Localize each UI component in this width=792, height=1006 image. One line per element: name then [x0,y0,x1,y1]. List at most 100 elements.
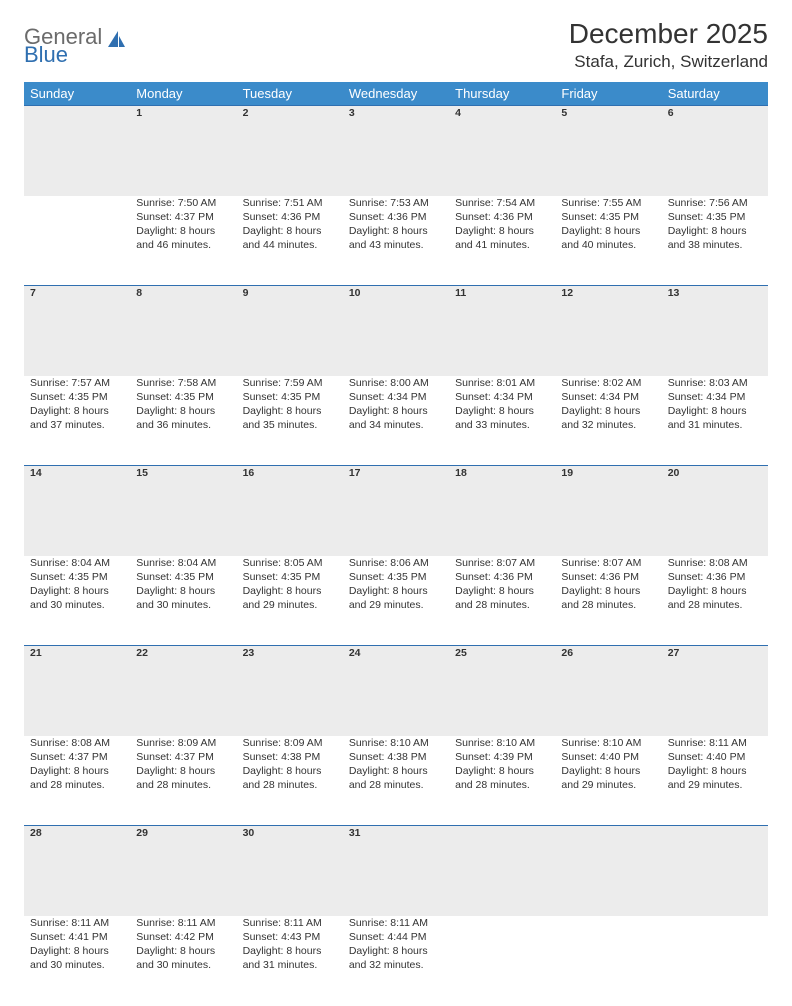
daylight-text-1: Daylight: 8 hours [136,584,230,598]
sunrise-text: Sunrise: 7:55 AM [561,196,655,210]
daynum-row: 123456 [24,106,768,196]
sunrise-text: Sunrise: 7:51 AM [243,196,337,210]
daylight-text-2: and 41 minutes. [455,238,549,252]
day-number: 24 [343,646,449,736]
sunset-text: Sunset: 4:37 PM [136,750,230,764]
day-number: 7 [24,286,130,376]
sunrise-text: Sunrise: 8:03 AM [668,376,762,390]
day-cell: Sunrise: 7:54 AMSunset: 4:36 PMDaylight:… [449,196,555,286]
day-cell [662,916,768,1006]
day-number: 26 [555,646,661,736]
day-cell: Sunrise: 8:01 AMSunset: 4:34 PMDaylight:… [449,376,555,466]
location-text: Stafa, Zurich, Switzerland [569,52,768,72]
day-number: 20 [662,466,768,556]
daylight-text-2: and 30 minutes. [30,958,124,972]
daylight-text-1: Daylight: 8 hours [349,404,443,418]
sunrise-text: Sunrise: 8:08 AM [668,556,762,570]
daylight-text-2: and 43 minutes. [349,238,443,252]
day-number: 9 [237,286,343,376]
day-number [662,826,768,916]
content-row: Sunrise: 8:04 AM Sunset: 4:35 PM Daylight:… [24,556,768,646]
day-number: 4 [449,106,555,196]
day-number: 27 [662,646,768,736]
daylight-text-2: and 32 minutes. [561,418,655,432]
day-number: 17 [343,466,449,556]
daylight-text-2: and 32 minutes. [349,958,443,972]
sunrise-text: Sunrise: 8:01 AM [455,376,549,390]
sunset-text: Sunset: 4:37 PM [136,210,230,224]
daylight-text-2: and 28 minutes. [349,778,443,792]
daylight-text-1: Daylight: 8 hours [30,404,124,418]
daynum-row: 21222324252627 [24,646,768,736]
sunset-text: Sunset: 4:36 PM [668,570,762,584]
sunrise-text: Sunrise: 8:07 AM [455,556,549,570]
daylight-text-1: Daylight: 8 hours [349,764,443,778]
daylight-text-2: and 28 minutes. [243,778,337,792]
sunrise-text: Sunrise: 8:11 AM [243,916,337,930]
daylight-text-1: Daylight: 8 hours [30,764,124,778]
daylight-text-2: and 31 minutes. [668,418,762,432]
day-number [449,826,555,916]
day-cell: Sunrise: 7:53 AMSunset: 4:36 PMDaylight:… [343,196,449,286]
day-cell: Sunrise: 8:11 AMSunset: 4:43 PMDaylight:… [237,916,343,1006]
daylight-text-2: and 34 minutes. [349,418,443,432]
daylight-text-1: Daylight: 8 hours [30,944,124,958]
sunset-text: Sunset: 4:34 PM [561,390,655,404]
sunrise-text: Sunrise: 8:11 AM [349,916,443,930]
day-cell: Sunrise: 8:08 AMSunset: 4:36 PMDaylight:… [662,556,768,646]
day-number: 5 [555,106,661,196]
day-cell: Sunrise: 8:10 AMSunset: 4:38 PMDaylight:… [343,736,449,826]
col-tuesday: Tuesday [237,82,343,106]
daylight-text-1: Daylight: 8 hours [455,404,549,418]
day-number: 28 [24,826,130,916]
daylight-text-2: and 29 minutes. [243,598,337,612]
day-number: 19 [555,466,661,556]
day-cell: Sunrise: 8:11 AMSunset: 4:41 PMDaylight:… [24,916,130,1006]
content-row: Sunrise: 7:50 AMSunset: 4:37 PMDaylight:… [24,196,768,286]
daylight-text-2: and 28 minutes. [136,778,230,792]
col-thursday: Thursday [449,82,555,106]
daylight-text-1: Daylight: 8 hours [561,584,655,598]
sunrise-text: Sunrise: 7:53 AM [349,196,443,210]
daynum-row: 28293031 [24,826,768,916]
day-cell: Sunrise: 8:09 AMSunset: 4:37 PMDaylight:… [130,736,236,826]
sunset-text: Sunset: 4:42 PM [136,930,230,944]
daylight-text-1: Daylight: 8 hours [30,584,124,598]
daynum-row: 14151617181920 [24,466,768,556]
daylight-text-2: and 28 minutes. [30,778,124,792]
daynum-row: 78910111213 [24,286,768,376]
day-cell: Sunrise: 8:10 AMSunset: 4:40 PMDaylight:… [555,736,661,826]
page-title: December 2025 [569,18,768,50]
daylight-text-2: and 35 minutes. [243,418,337,432]
daylight-text-1: Daylight: 8 hours [136,404,230,418]
daylight-text-2: and 46 minutes. [136,238,230,252]
day-cell: Sunrise: 7:50 AMSunset: 4:37 PMDaylight:… [130,196,236,286]
sunset-text: Sunset: 4:36 PM [455,570,549,584]
sunset-text: Sunset: 4:35 PM [243,390,337,404]
daylight-text-1: Daylight: 8 hours [668,584,762,598]
sunset-text: Sunset: 4:35 PM [243,570,337,584]
sunset-text: Sunset: 4:34 PM [455,390,549,404]
sunrise-text: Sunrise: 8:04 AM [136,556,230,570]
sunrise-text: Sunrise: 8:07 AM [561,556,655,570]
day-cell: Sunrise: 8:03 AMSunset: 4:34 PMDaylight:… [662,376,768,466]
day-cell: Sunrise: 8:04 AMSunset: 4:35 PMDaylight:… [24,556,130,646]
sunrise-text: Sunrise: 8:09 AM [243,736,337,750]
daylight-text-2: and 28 minutes. [668,598,762,612]
sunrise-text: Sunrise: 8:11 AM [30,916,124,930]
col-sunday: Sunday [24,82,130,106]
day-number: 18 [449,466,555,556]
daylight-text-1: Daylight: 8 hours [668,764,762,778]
day-number: 30 [237,826,343,916]
day-number: 31 [343,826,449,916]
day-cell: Sunrise: 8:06 AMSunset: 4:35 PMDaylight:… [343,556,449,646]
day-number: 22 [130,646,236,736]
sunrise-text: Sunrise: 8:09 AM [136,736,230,750]
day-cell: Sunrise: 8:09 AMSunset: 4:38 PMDaylight:… [237,736,343,826]
col-friday: Friday [555,82,661,106]
day-number: 23 [237,646,343,736]
sunrise-text: Sunrise: 8:04 AM [30,556,124,570]
daylight-text-2: and 30 minutes. [136,958,230,972]
day-number [555,826,661,916]
day-cell [555,916,661,1006]
